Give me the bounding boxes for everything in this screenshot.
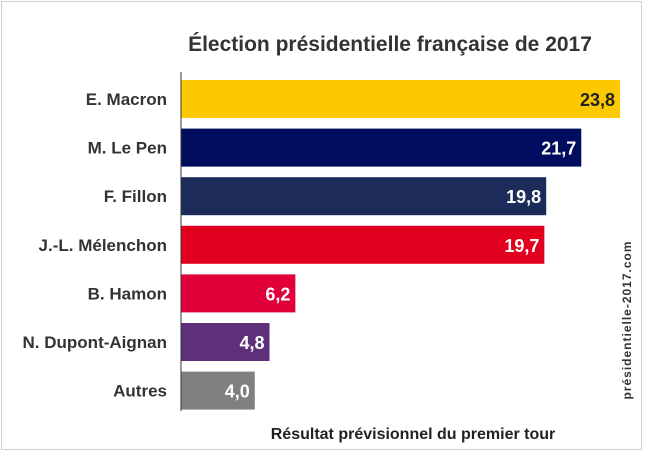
bar (181, 177, 547, 216)
bar (181, 371, 255, 410)
bar (181, 274, 296, 313)
category-label: N. Dupont-Aignan (23, 333, 167, 352)
source-credit: présidentielle-2017.com (620, 240, 634, 399)
data-label: 23,8 (580, 90, 615, 110)
category-label: M. Le Pen (88, 139, 167, 158)
category-label: B. Hamon (88, 284, 167, 303)
category-label: J.-L. Mélenchon (39, 236, 167, 255)
data-label: 19,8 (506, 187, 541, 207)
chart-title: Élection présidentielle française de 201… (188, 33, 592, 56)
bar (181, 323, 270, 361)
data-label: 21,7 (541, 139, 576, 159)
data-label: 6,2 (265, 284, 290, 304)
category-label: Autres (113, 382, 167, 401)
bar (181, 225, 545, 264)
category-label: E. Macron (86, 90, 167, 109)
category-label: F. Fillon (104, 187, 167, 206)
data-label: 19,7 (504, 236, 539, 256)
data-label: 4,0 (225, 382, 250, 402)
bar (181, 128, 582, 167)
bar (181, 80, 620, 118)
data-label: 4,8 (240, 333, 265, 353)
x-axis-label: Résultat prévisionnel du premier tour (271, 426, 556, 443)
bars-group: E. Macron 23,8 M. Le Pen 21,7 F. Fillon 19,8 J… (23, 80, 620, 410)
